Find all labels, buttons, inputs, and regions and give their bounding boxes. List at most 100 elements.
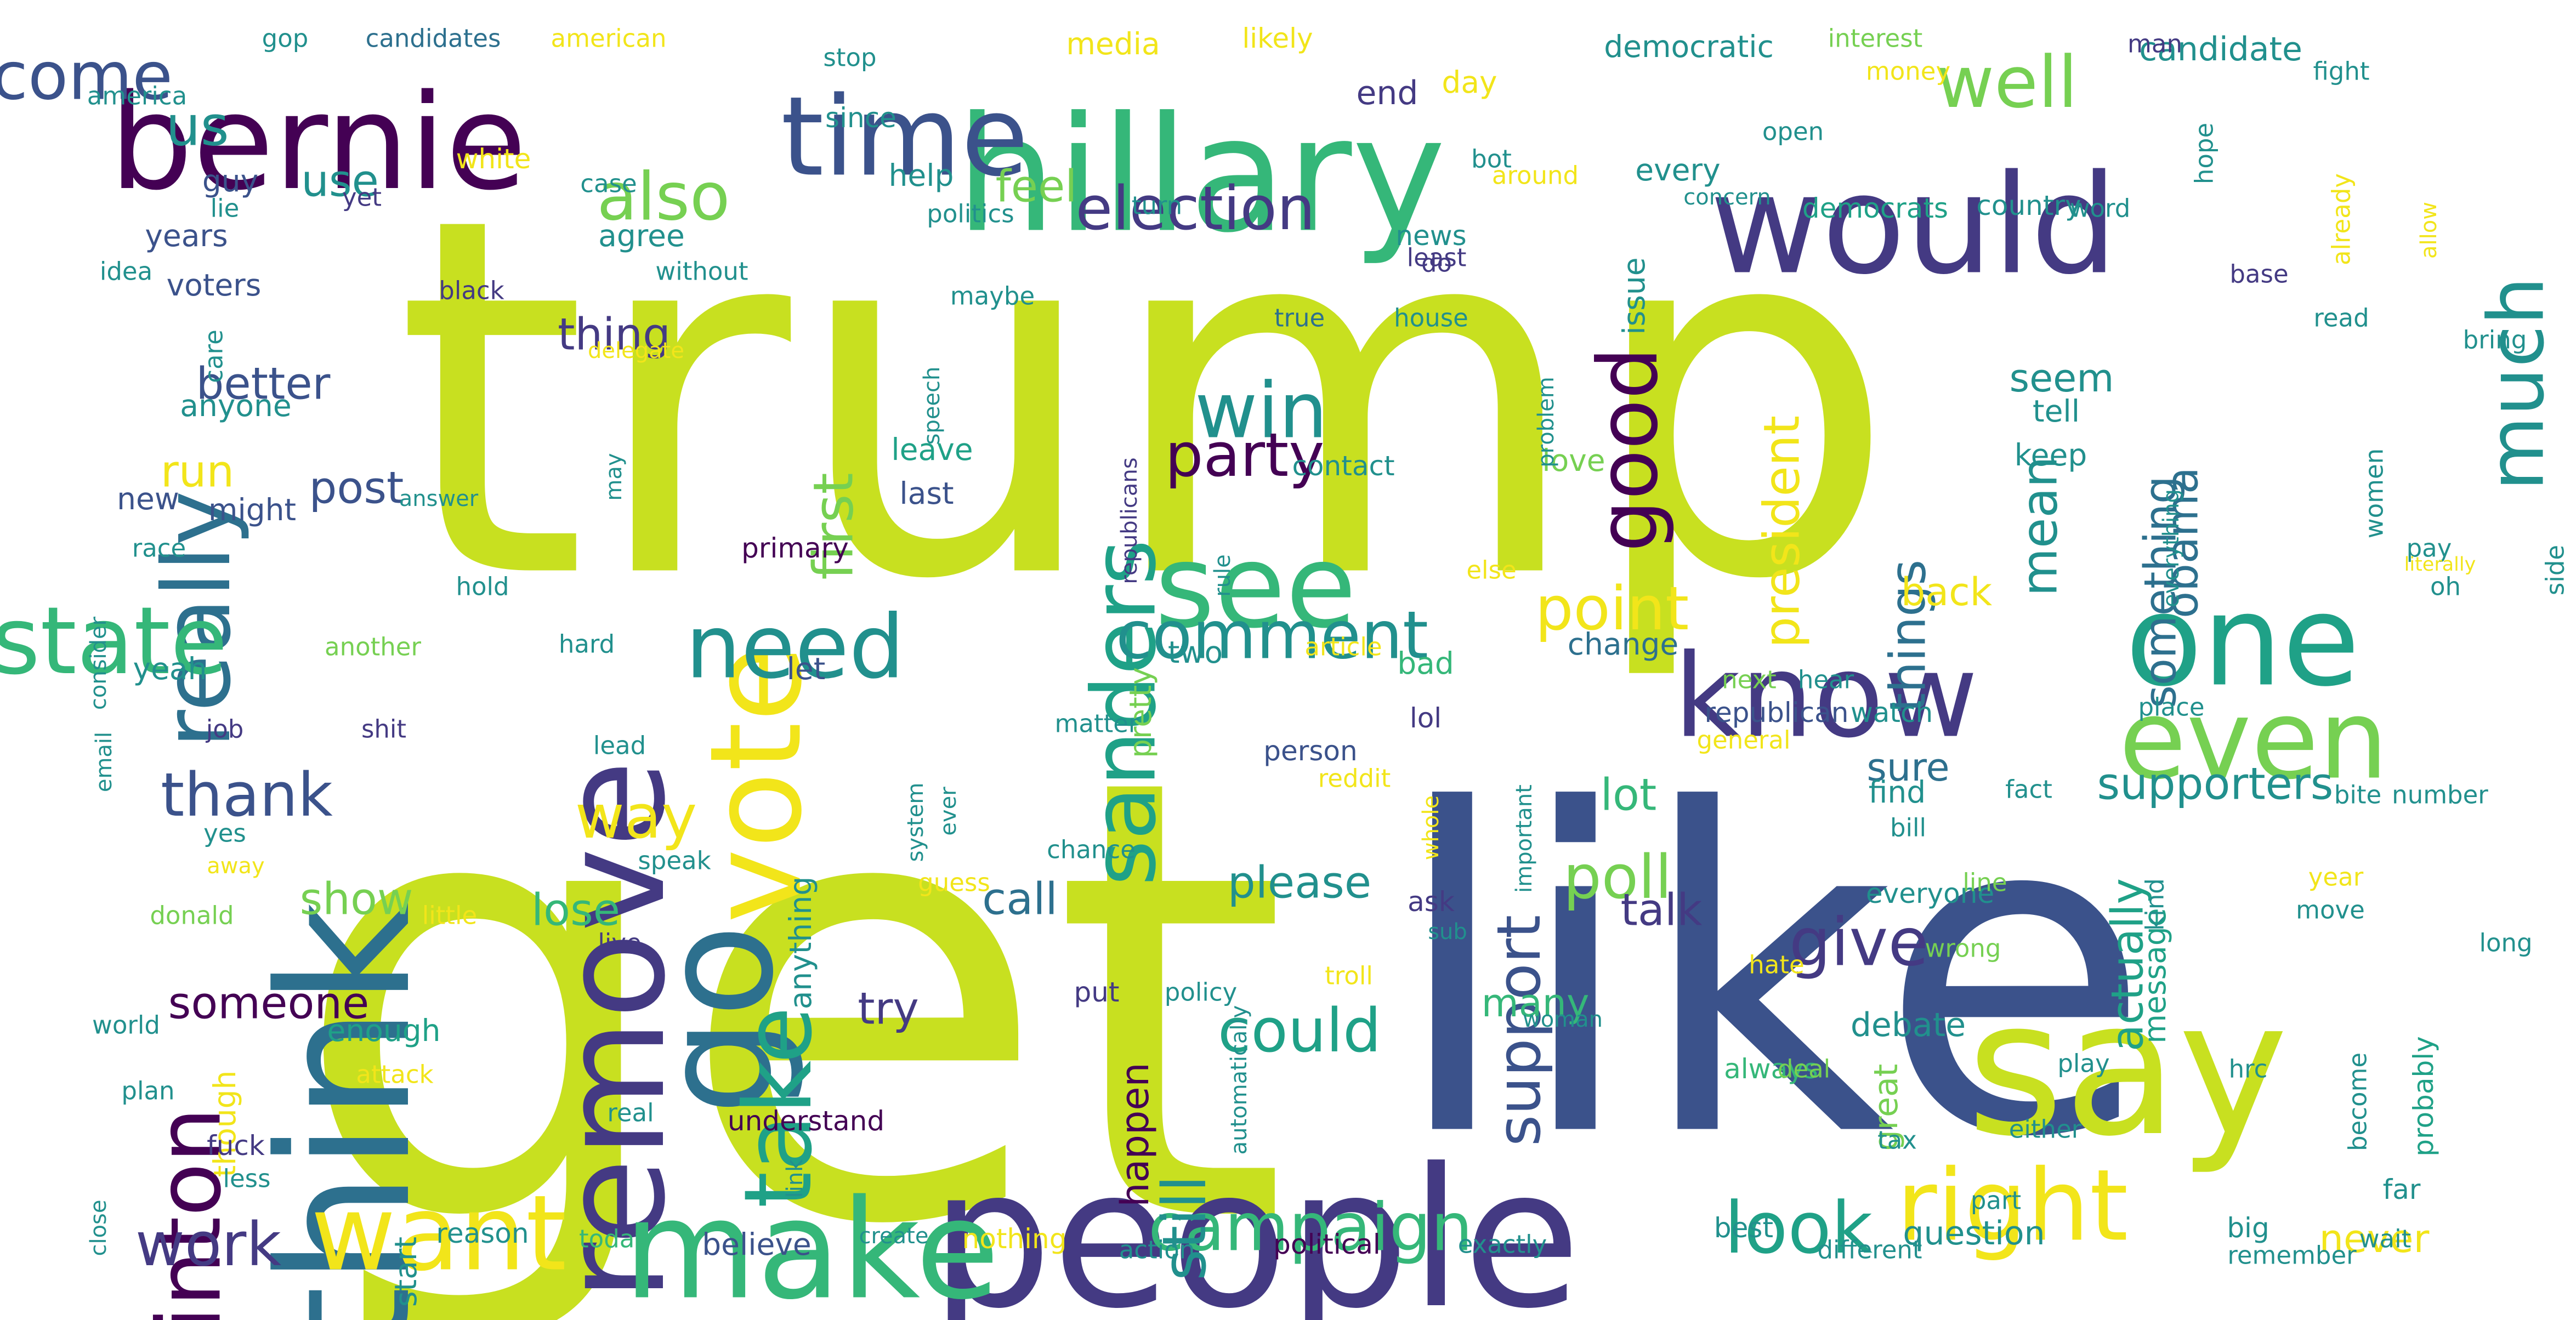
word-little: little — [422, 901, 477, 930]
word-back: back — [1901, 570, 1993, 615]
word-least: least — [1407, 243, 1467, 272]
word-yet: yet — [342, 183, 382, 212]
word-could: could — [1218, 995, 1381, 1066]
word-fact: fact — [2005, 775, 2052, 804]
word-chance: chance — [1047, 835, 1136, 864]
word-leave: leave — [891, 432, 973, 467]
word-policy: policy — [1165, 978, 1237, 1007]
word-last: last — [899, 476, 954, 511]
word-seem: seem — [2010, 356, 2114, 401]
word-look: look — [1724, 1186, 1873, 1270]
word-best: best — [1714, 1212, 1773, 1244]
word-democrats: democrats — [1802, 192, 1948, 224]
word-email: email — [92, 732, 117, 792]
word-create: create — [859, 1224, 929, 1249]
word-turn: turn — [1132, 191, 1182, 220]
word-message: message — [2137, 908, 2172, 1043]
word-find: find — [1869, 775, 1926, 810]
word-see: see — [1155, 520, 1357, 654]
word-vote: vote — [684, 645, 830, 924]
word-else: else — [1466, 556, 1516, 585]
word-democratic: democratic — [1604, 29, 1774, 64]
word-great: great — [1867, 1064, 1905, 1151]
word-one: one — [2125, 568, 2360, 715]
word-get: get — [290, 649, 1290, 1320]
word-nothing: nothing — [962, 1223, 1067, 1255]
word-word: word — [2070, 194, 2131, 223]
word-speak: speak — [638, 846, 711, 875]
word-person: person — [1263, 735, 1357, 767]
word-become: become — [2344, 1052, 2373, 1151]
word-political: political — [1273, 1228, 1381, 1260]
word-obama: obama — [2157, 467, 2208, 618]
word-interest: interest — [1828, 24, 1923, 53]
word-end: end — [1356, 74, 1418, 112]
word-likely: likely — [1242, 22, 1313, 54]
word-republican: republican — [1705, 697, 1849, 729]
word-work: work — [135, 1209, 281, 1279]
word-whole: whole — [1418, 795, 1444, 860]
word-far: far — [2383, 1174, 2421, 1205]
word-delegate: delegate — [588, 338, 684, 363]
word-base: base — [2229, 260, 2288, 289]
word-help: help — [889, 158, 954, 193]
word-live: live — [598, 929, 641, 958]
word-debate: debate — [1851, 1006, 1966, 1044]
word-may: may — [602, 453, 627, 500]
word-change: change — [1568, 627, 1678, 662]
word-something: something — [2135, 476, 2186, 708]
word-use: use — [301, 156, 379, 207]
word-also: also — [597, 160, 730, 236]
word-general: general — [1696, 726, 1790, 755]
word-like: like — [1391, 718, 2152, 1234]
word-way: way — [575, 782, 697, 852]
word-everyone: everyone — [1866, 878, 1994, 909]
word-point: point — [1535, 573, 1689, 644]
word-tell: tell — [2033, 394, 2080, 429]
word-money: money — [1866, 57, 1950, 86]
word-clinton: clinton — [138, 1107, 241, 1320]
word-today: today — [579, 1225, 649, 1254]
word-go: go — [629, 924, 808, 1115]
word-house: house — [1394, 304, 1468, 333]
word-first: first — [802, 473, 866, 579]
word-bite: bite — [2334, 781, 2381, 810]
word-remember: remember — [2227, 1241, 2357, 1270]
word-party: party — [1165, 420, 1325, 490]
word-pay: pay — [2407, 534, 2452, 563]
word-lol: lol — [1410, 702, 1442, 734]
word-understand: understand — [728, 1105, 884, 1137]
word-less: less — [223, 1164, 270, 1193]
word-pretty: pretty — [1123, 667, 1158, 758]
word-feel: feel — [996, 161, 1077, 212]
word-would: would — [1710, 145, 2118, 305]
word-hold: hold — [456, 572, 509, 601]
word-answer: answer — [399, 486, 479, 511]
word-rule: rule — [1210, 554, 1235, 597]
word-automatically: automatically — [1227, 1005, 1252, 1155]
word-oh: oh — [2430, 572, 2461, 601]
word-attack: attack — [356, 1060, 433, 1089]
word-run: run — [161, 446, 234, 497]
word-bring: bring — [2463, 326, 2527, 355]
word-campaign: campaign — [1148, 1190, 1473, 1266]
word-literally: literally — [2404, 554, 2476, 576]
word-open: open — [1762, 117, 1824, 146]
word-election: election — [1075, 173, 1315, 243]
word-say: say — [1967, 960, 2289, 1177]
word-world: world — [92, 1011, 160, 1040]
word-thing: thing — [558, 309, 671, 360]
word-lead: lead — [593, 731, 646, 760]
word-lie: lie — [211, 194, 240, 223]
word-ask: ask — [1408, 886, 1455, 918]
word-action: action — [1119, 1236, 1195, 1265]
word-contact: contact — [1292, 450, 1394, 482]
word-start: start — [388, 1237, 423, 1307]
word-move: move — [2296, 896, 2365, 925]
word-hrc: hrc — [2229, 1055, 2268, 1084]
word-speech: speech — [920, 367, 945, 445]
word-bot: bot — [1471, 145, 1512, 174]
word-tax: tax — [1877, 1126, 1917, 1155]
word-talk: talk — [1621, 885, 1703, 936]
word-hard: hard — [559, 630, 615, 659]
